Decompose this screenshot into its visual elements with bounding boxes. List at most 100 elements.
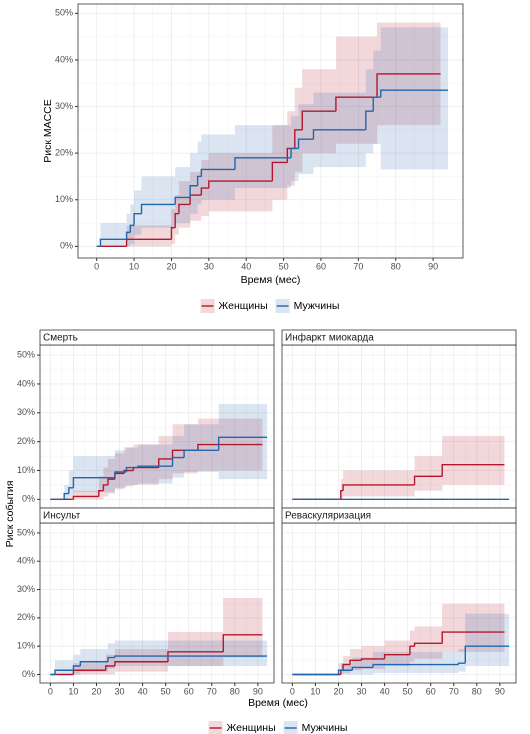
y-tick-label: 40% <box>17 378 35 388</box>
panel-title: Смерть <box>43 333 78 344</box>
y-tick-label: 10% <box>17 465 35 475</box>
confidence-band <box>167 632 224 667</box>
confidence-band <box>175 195 179 235</box>
step-line <box>409 645 415 655</box>
legend: Женщины Мужчины <box>200 299 339 313</box>
panel-title: Реваскуляризация <box>285 511 371 522</box>
y-tick-label: 0% <box>22 494 35 504</box>
step-line <box>335 96 378 112</box>
step-line <box>337 669 353 675</box>
confidence-band <box>141 176 176 228</box>
step-line <box>200 187 209 196</box>
confidence-band <box>73 654 81 675</box>
confidence-band <box>414 456 443 491</box>
panel-title: Инфаркт миокарда <box>285 332 374 344</box>
x-tick-label: 20 <box>166 261 176 271</box>
x-tick-label: 60 <box>426 686 436 696</box>
panel-title: Инсульт <box>43 511 81 522</box>
step-line <box>63 492 69 500</box>
step-line <box>301 110 336 130</box>
x-tick-label: 50 <box>279 261 289 271</box>
step-line <box>217 436 268 451</box>
step-line <box>208 180 273 189</box>
confidence-band <box>380 27 449 170</box>
confidence-band <box>172 435 185 478</box>
confidence-band <box>98 476 104 500</box>
step-line <box>72 477 115 488</box>
x-tick-label: 10 <box>68 686 78 696</box>
x-tick-label: 20 <box>91 686 101 696</box>
confidence-band <box>130 204 135 245</box>
step-line <box>441 631 505 644</box>
step-line <box>98 489 104 497</box>
step-line <box>441 464 505 477</box>
confidence-band <box>414 626 443 659</box>
x-axis-label: Время (мес) <box>248 697 308 709</box>
confidence-band <box>338 663 353 675</box>
step-line <box>383 653 410 659</box>
step-line <box>158 458 173 468</box>
step-line <box>360 658 385 661</box>
step-line <box>413 642 443 647</box>
step-line <box>107 656 115 662</box>
y-axis-label: Риск события <box>4 481 16 548</box>
x-tick-label: 40 <box>380 686 390 696</box>
x-tick-label: 80 <box>472 686 482 696</box>
x-tick-label: 40 <box>241 261 251 271</box>
y-tick-label: 50% <box>55 8 73 18</box>
confidence-band <box>201 134 235 200</box>
confidence-band <box>114 453 125 490</box>
strip <box>281 329 517 346</box>
step-line <box>171 456 185 467</box>
confidence-band <box>54 660 74 675</box>
y-tick-label: 30% <box>55 101 73 111</box>
strip <box>39 507 275 524</box>
x-axis-label: Время (мес) <box>241 274 301 286</box>
confidence-band <box>234 125 292 189</box>
step-line <box>349 659 362 665</box>
confidence-band <box>340 663 344 675</box>
confidence-band <box>190 171 202 221</box>
x-tick-label: 30 <box>115 686 125 696</box>
confidence-band <box>458 649 466 672</box>
step-line <box>372 663 459 668</box>
step-line <box>197 443 263 451</box>
confidence-band <box>80 649 109 672</box>
y-tick-label: 10% <box>17 641 35 651</box>
step-line <box>137 465 173 468</box>
step-line <box>294 129 303 149</box>
confidence-band <box>124 447 134 487</box>
confidence-band <box>134 190 142 235</box>
y-tick-label: 20% <box>55 148 73 158</box>
x-tick-label: 30 <box>204 261 214 271</box>
confidence-band <box>114 450 127 488</box>
x-tick-label: 10 <box>310 686 320 696</box>
step-line <box>189 185 198 198</box>
step-line <box>140 203 176 214</box>
confidence-band <box>158 435 173 480</box>
confidence-band <box>137 444 173 484</box>
legend-label: Женщины <box>227 722 276 734</box>
step-line <box>178 203 191 214</box>
confidence-band <box>73 663 106 675</box>
step-line <box>79 661 109 667</box>
confidence-band <box>175 167 191 224</box>
step-line <box>174 196 191 205</box>
confidence-band <box>223 598 263 658</box>
strip <box>281 507 517 524</box>
confidence-band <box>184 424 219 472</box>
step-line <box>351 666 374 671</box>
x-tick-label: 80 <box>391 261 401 271</box>
confidence-band <box>442 435 505 485</box>
step-line <box>457 662 466 665</box>
step-line <box>312 129 366 140</box>
x-tick-label: 90 <box>495 686 505 696</box>
step-line <box>133 213 142 226</box>
panel-border <box>77 3 464 259</box>
confidence-band <box>352 657 374 675</box>
confidence-band <box>108 643 115 669</box>
step-line <box>290 147 299 158</box>
confidence-band <box>373 651 459 674</box>
step-line <box>365 110 374 130</box>
